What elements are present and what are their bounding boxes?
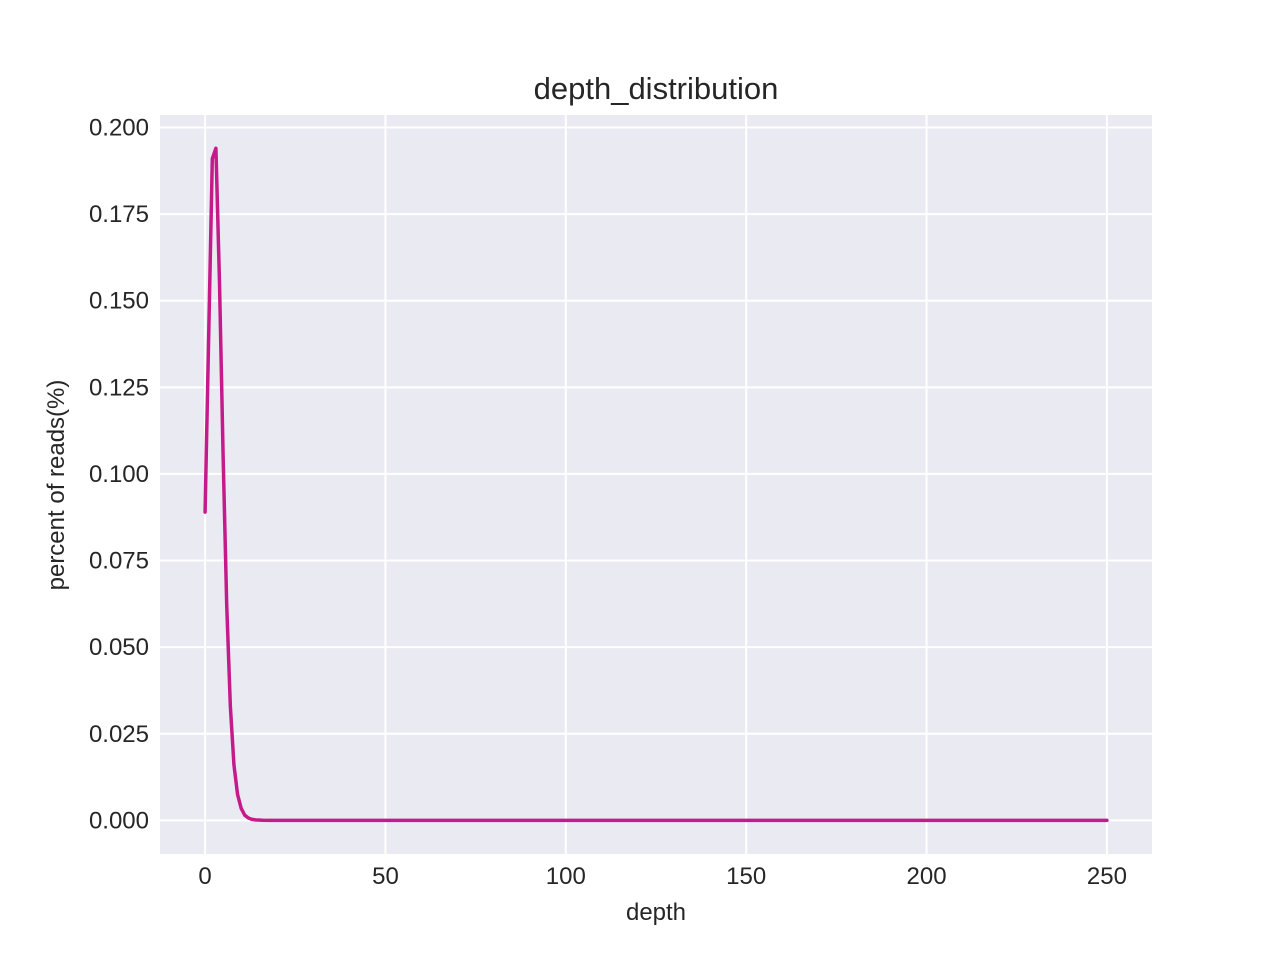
x-tick-label: 50 xyxy=(372,863,399,890)
x-tick-label: 0 xyxy=(198,863,211,890)
x-tick-label: 200 xyxy=(907,863,947,890)
y-tick-label: 0.050 xyxy=(89,634,149,661)
x-tick-label: 100 xyxy=(546,863,586,890)
y-tick-label: 0.150 xyxy=(89,288,149,315)
series-layer xyxy=(203,146,1109,823)
y-tick-label: 0.175 xyxy=(89,201,149,228)
x-tick-label: 250 xyxy=(1087,863,1127,890)
y-tick-label: 0.025 xyxy=(89,721,149,748)
y-axis-title: percent of reads(%) xyxy=(43,380,70,591)
plot-background xyxy=(160,115,1152,854)
x-axis-ticks: 0 50 100 150 200 250 xyxy=(198,863,1127,890)
x-axis-title: depth xyxy=(626,899,686,926)
y-tick-label: 0.125 xyxy=(89,374,149,401)
chart-title: depth_distribution xyxy=(534,71,779,106)
y-tick-label: 0.000 xyxy=(89,807,149,834)
x-tick-label: 150 xyxy=(726,863,766,890)
grid xyxy=(160,115,1152,854)
y-tick-label: 0.100 xyxy=(89,461,149,488)
y-tick-label: 0.075 xyxy=(89,548,149,575)
y-axis-ticks: 0.000 0.025 0.050 0.075 0.100 0.125 0.150 0.175… xyxy=(89,114,149,834)
y-tick-label: 0.200 xyxy=(89,114,149,141)
series-line xyxy=(203,146,1109,823)
